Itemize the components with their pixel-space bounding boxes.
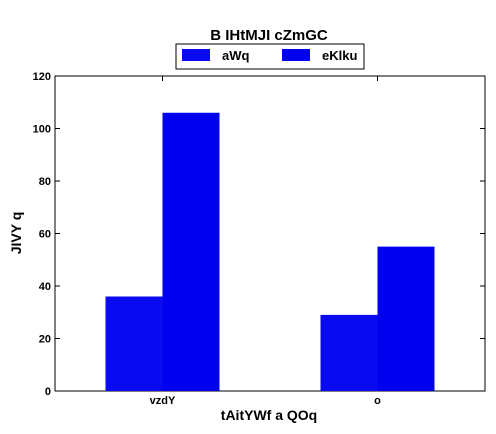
legend-label-eKlku: eKlku: [322, 48, 357, 63]
legend-label-aWq: aWq: [222, 48, 250, 63]
y-tick-label: 120: [33, 71, 51, 83]
y-tick-label: 60: [39, 229, 51, 241]
x-tick-label: o: [374, 395, 381, 407]
x-tick-label: vzdY: [150, 395, 176, 407]
x-axis-label: tAitYWf a QOq: [221, 407, 317, 423]
bar-aWq-vzdY: [105, 296, 163, 391]
legend: aWq eKlku: [175, 43, 365, 70]
y-tick-label: 100: [33, 124, 51, 136]
y-tick-label: 40: [39, 281, 51, 293]
bars: [105, 112, 435, 391]
legend-swatch-eKlku: [282, 49, 310, 61]
y-tick-label: 20: [39, 334, 51, 346]
y-tick-label: 0: [45, 386, 51, 398]
y-axis-label: JIVY q: [8, 212, 24, 255]
chart-title: B IHtMJI cZmGC: [210, 27, 328, 44]
bar-aWq-o: [320, 314, 378, 391]
y-axis: 0 20 40 60 80 100 120: [33, 71, 485, 398]
y-tick-label: 80: [39, 176, 51, 188]
bar-eKlku-o: [377, 246, 435, 391]
legend-swatch-aWq: [182, 49, 210, 61]
bar-eKlku-vzdY: [162, 112, 220, 391]
